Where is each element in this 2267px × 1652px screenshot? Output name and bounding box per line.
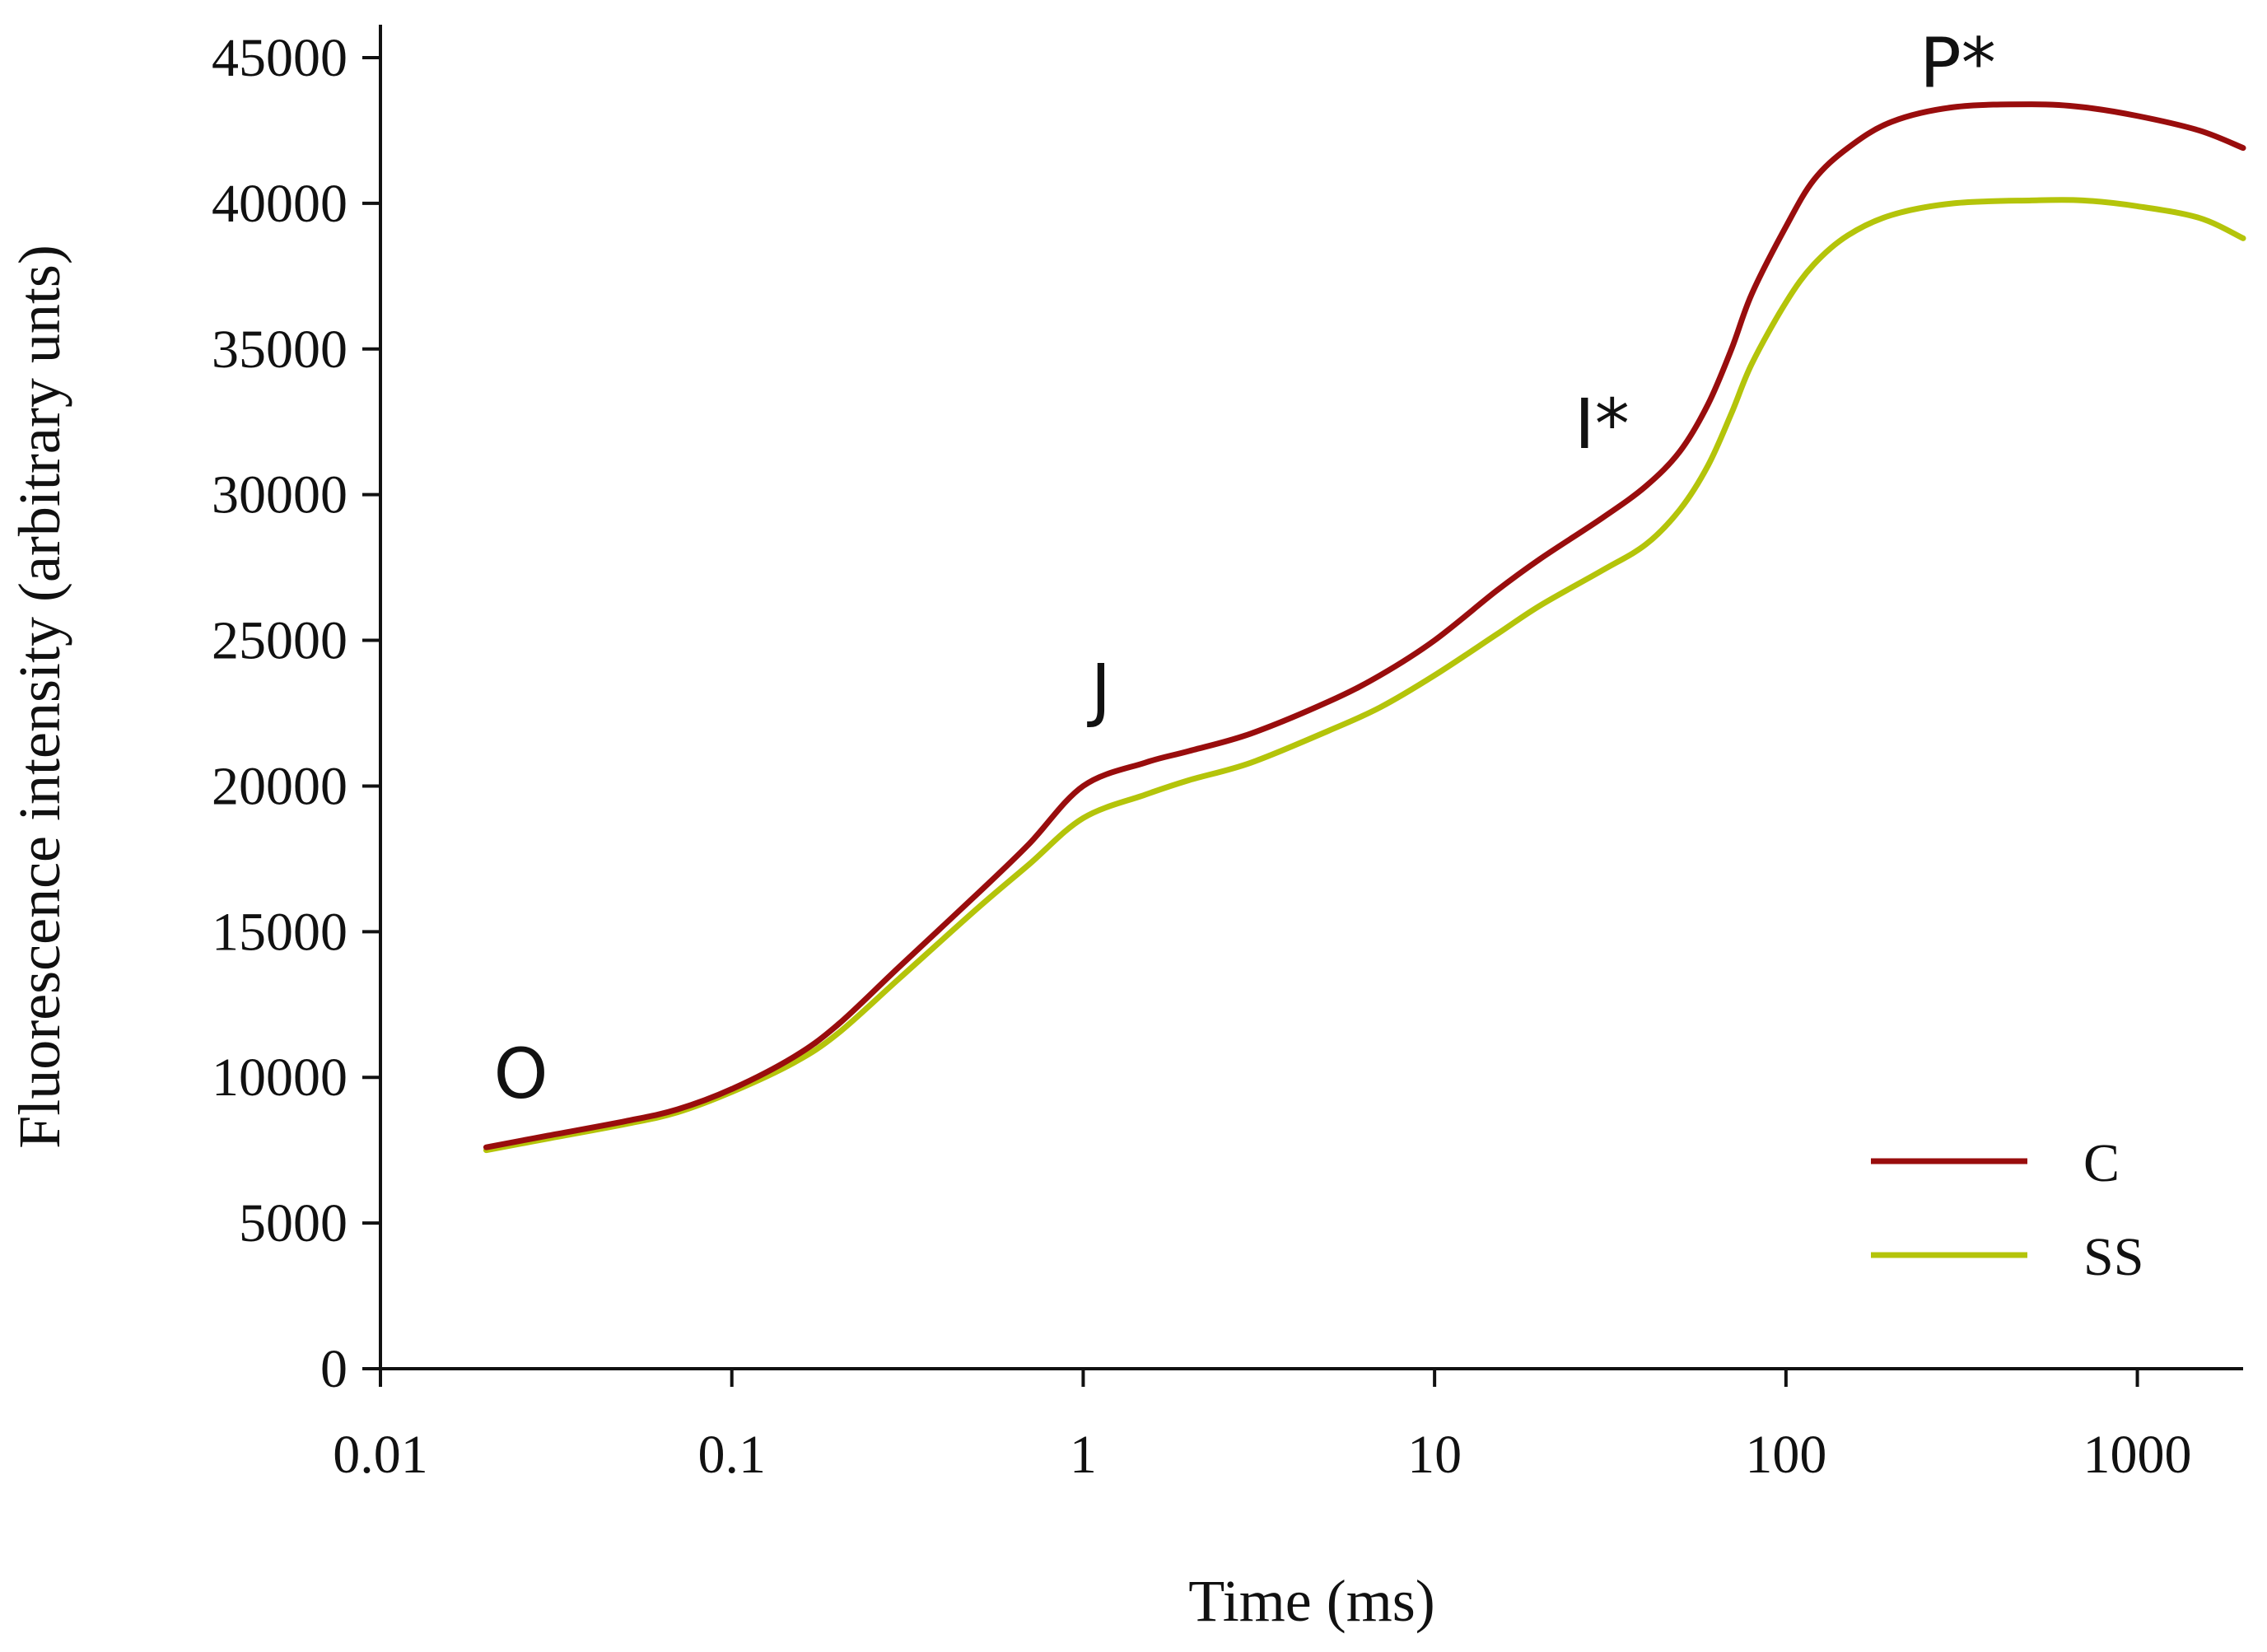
legend-label-c: C xyxy=(2083,1133,2120,1193)
legend-label-ss: SS xyxy=(2083,1227,2143,1287)
annotation-label: O xyxy=(493,1034,548,1114)
y-tick-label: 35000 xyxy=(212,320,348,380)
x-tick-label: 10 xyxy=(1407,1425,1462,1485)
annotation-label: J xyxy=(1086,649,1111,730)
y-tick-label: 20000 xyxy=(212,756,348,816)
y-tick-label: 30000 xyxy=(212,465,348,525)
y-tick-label: 0 xyxy=(320,1339,348,1399)
series-lines xyxy=(483,101,2246,1154)
x-axis-title: Time (ms) xyxy=(1188,1568,1434,1634)
x-tick-label: 100 xyxy=(1745,1425,1826,1485)
series-line-ss xyxy=(483,197,2246,1154)
x-tick-label: 0.1 xyxy=(697,1425,766,1485)
y-tick-label: 45000 xyxy=(212,28,348,88)
y-tick-label: 25000 xyxy=(212,611,348,671)
y-axis-title: Fluorescence intensity (arbitrary unts) xyxy=(7,245,72,1149)
legend: C SS xyxy=(1871,1133,2143,1287)
y-tick-label: 40000 xyxy=(212,174,348,234)
y-tick-label: 10000 xyxy=(212,1048,348,1108)
x-tick-label: 1 xyxy=(1070,1425,1097,1485)
x-axis-ticks: 0.01 0.1 1 10 100 1000 xyxy=(333,1369,2192,1485)
y-axis-ticks: 0 5000 10000 15000 20000 25000 30000 35000 40000… xyxy=(212,28,380,1399)
annotation-label: I* xyxy=(1574,384,1630,464)
annotations: O J I* P* xyxy=(493,22,1995,1114)
y-tick-label: 5000 xyxy=(239,1193,348,1253)
x-tick-label: 0.01 xyxy=(333,1425,428,1485)
y-tick-label: 15000 xyxy=(212,902,348,962)
series-line-c xyxy=(483,101,2246,1150)
annotation-label: P* xyxy=(1919,22,1996,103)
x-tick-label: 1000 xyxy=(2083,1425,2192,1485)
